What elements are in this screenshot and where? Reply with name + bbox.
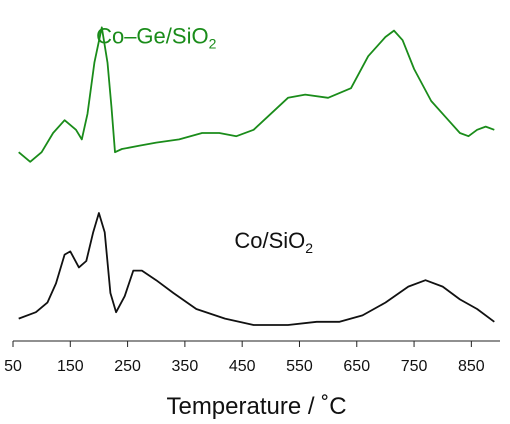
x-tick-label: 350 <box>172 358 199 375</box>
x-axis-label: Temperature / ˚C <box>166 393 346 420</box>
x-tick-label: 150 <box>57 358 84 375</box>
series-line-1 <box>18 212 495 326</box>
x-axis-ticks: 50 150 250 350 450 550 650 750 850 <box>4 341 485 375</box>
x-tick-label: 250 <box>114 358 141 375</box>
x-tick-label: 650 <box>343 358 370 375</box>
x-tick-label: 750 <box>401 358 428 375</box>
x-tick-label: 850 <box>458 358 485 375</box>
plot-area: Co–Ge/SiO2 Co/SiO2 <box>18 23 495 326</box>
x-tick-label: 450 <box>229 358 256 375</box>
x-tick-label: 50 <box>4 358 22 375</box>
series-label-0: Co–Ge/SiO2 <box>96 23 217 51</box>
series-line-0 <box>18 26 495 163</box>
x-tick-label: 550 <box>286 358 313 375</box>
series-label-1: Co/SiO2 <box>234 228 313 256</box>
